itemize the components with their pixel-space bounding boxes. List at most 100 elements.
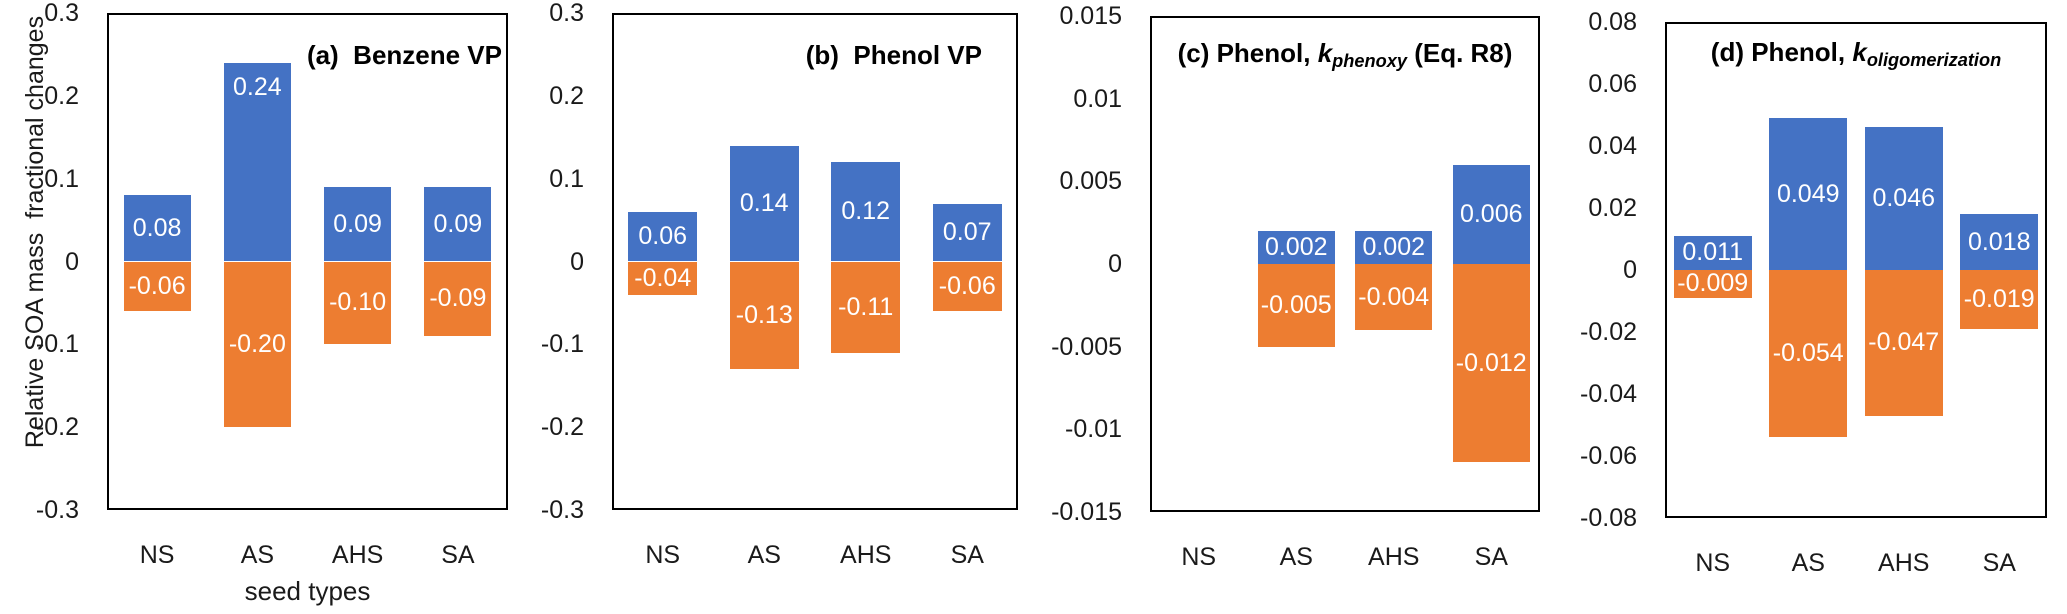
panel-title-part: (b) Phenol VP	[805, 40, 982, 70]
bar-increase-AS	[1769, 118, 1848, 270]
bar-decrease-AHS	[1864, 270, 1943, 416]
category-label-SA: SA	[441, 541, 475, 569]
bar-value-label: 0.08	[132, 213, 182, 242]
bar-value-label: 0.06	[638, 222, 688, 251]
bar-value-label: -0.012	[1455, 348, 1527, 377]
panel-d-title: (d) Phenol, koligomerization	[1665, 37, 2047, 71]
bar-value-label: -0.10	[329, 288, 387, 317]
y-tick-label: -0.06	[1580, 442, 1637, 470]
bar-decrease-AHS	[831, 261, 901, 353]
panel-b-title: (b) Phenol VP	[612, 40, 982, 71]
y-tick-label: 0.08	[1588, 8, 1637, 36]
category-label-SA: SA	[1982, 549, 2016, 577]
panel-title-part: phenoxy	[1332, 51, 1407, 72]
panel-c-title: (c) Phenol, kphenoxy (Eq. R8)	[1150, 38, 1540, 72]
bar-value-label: 0.046	[1872, 184, 1936, 213]
y-tick-label: 0.015	[1059, 2, 1122, 30]
y-tick-label: 0.3	[549, 0, 584, 27]
category-label-AS: AS	[1279, 543, 1313, 571]
y-tick-label: 0.2	[549, 81, 584, 110]
y-tick-label: 0.1	[549, 164, 584, 193]
y-axis-title: Relative SOA mass fractional changes	[21, 15, 49, 449]
bar-decrease-NS	[123, 261, 191, 312]
category-label-AS: AS	[240, 541, 275, 569]
bar-value-label: -0.047	[1868, 328, 1940, 357]
bar-increase-AS	[223, 62, 291, 262]
bar-value-label: -0.009	[1677, 269, 1749, 298]
y-tick-label: -0.1	[35, 330, 79, 359]
y-tick-label: 0	[65, 247, 79, 276]
bar-value-label: -0.11	[838, 292, 894, 321]
panel-title-part: (d) Phenol,	[1710, 37, 1853, 67]
bar-increase-SA	[932, 203, 1002, 262]
category-label-NS: NS	[1181, 543, 1217, 571]
bar-value-label: 0.07	[942, 218, 992, 246]
y-tick-label: -0.08	[1580, 504, 1637, 532]
panel-title-part: (c) Phenol,	[1177, 38, 1318, 68]
bar-value-label: 0.049	[1776, 179, 1840, 208]
category-label-AS: AS	[1791, 549, 1825, 577]
y-tick-label: -0.015	[1051, 498, 1122, 526]
y-tick-label: 0.1	[44, 164, 79, 193]
bar-decrease-SA	[424, 261, 492, 337]
bar-value-label: 0.09	[433, 209, 483, 238]
bar-decrease-NS	[628, 261, 698, 295]
bar-increase-NS	[628, 211, 698, 262]
bar-increase-AHS	[1355, 230, 1433, 264]
y-tick-label: 0.005	[1059, 167, 1122, 196]
bar-value-label: 0.006	[1459, 199, 1523, 228]
bar-value-label: -0.06	[938, 271, 996, 300]
y-tick-label: -0.3	[540, 496, 584, 524]
category-label-SA: SA	[1474, 543, 1508, 571]
category-label-AHS: AHS	[840, 541, 892, 569]
y-tick-label: -0.02	[1580, 318, 1637, 346]
bar-value-label: -0.054	[1772, 339, 1844, 368]
bar-increase-NS	[1673, 235, 1752, 270]
x-axis-title-seed-types: seed types	[244, 576, 371, 606]
bar-decrease-NS	[1673, 270, 1752, 298]
bar-value-label: 0.002	[1362, 232, 1426, 261]
y-tick-label: -0.1	[540, 330, 584, 359]
y-tick-label: 0.02	[1588, 194, 1637, 222]
bar-decrease-AS	[1257, 264, 1335, 347]
bar-value-label: 0.12	[841, 197, 891, 226]
y-tick-label: -0.2	[35, 413, 79, 442]
y-tick-label: -0.04	[1580, 380, 1637, 408]
y-tick-label: -0.005	[1051, 332, 1122, 361]
bar-value-label: -0.13	[735, 300, 793, 329]
bar-increase-AS	[1257, 230, 1335, 264]
category-label-AHS: AHS	[331, 541, 384, 569]
bar-value-label: -0.004	[1358, 282, 1430, 311]
panel-title-part: (Eq. R8)	[1406, 38, 1513, 68]
bar-increase-AHS	[1864, 127, 1943, 270]
bar-decrease-AHS	[1355, 264, 1433, 331]
panel-a-title: (a) Benzene VP	[107, 40, 502, 71]
y-tick-label: 0.2	[44, 81, 79, 110]
bar-increase-AHS	[324, 186, 392, 262]
bar-decrease-SA	[1960, 270, 2039, 329]
bar-value-label: -0.06	[128, 271, 186, 300]
y-tick-label: 0.01	[1073, 84, 1122, 113]
bar-value-label: 0.018	[1967, 227, 2031, 256]
bar-decrease-AS	[223, 261, 291, 428]
bar-value-label: -0.019	[1963, 284, 2035, 313]
category-label-SA: SA	[950, 541, 984, 569]
bar-decrease-AHS	[324, 261, 392, 345]
y-tick-label: -0.3	[35, 496, 79, 524]
bar-increase-AHS	[831, 162, 901, 262]
category-label-NS: NS	[645, 541, 681, 569]
bar-increase-SA	[1960, 214, 2039, 270]
bar-increase-SA	[1452, 164, 1530, 264]
bar-decrease-SA	[932, 261, 1002, 312]
y-tick-label: 0.04	[1588, 132, 1637, 160]
panel-title-part: (a) Benzene VP	[306, 40, 502, 70]
bar-increase-SA	[424, 186, 492, 262]
bar-value-label: 0.24	[233, 72, 282, 101]
category-label-AS: AS	[747, 541, 781, 569]
panel-title-part: k	[1852, 37, 1867, 67]
bar-decrease-SA	[1452, 264, 1530, 463]
bar-value-label: 0.002	[1264, 232, 1328, 261]
category-label-AHS: AHS	[1368, 543, 1420, 571]
bar-value-label: 0.14	[739, 189, 789, 217]
